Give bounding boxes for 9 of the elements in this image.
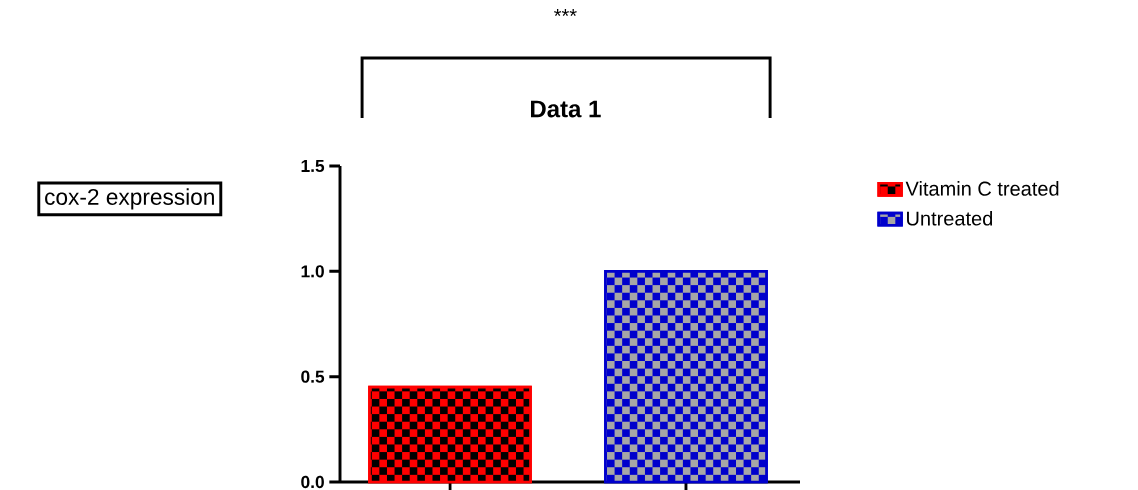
chart-title: Data 1 [531, 100, 601, 118]
legend-label: Untreated [907, 210, 993, 226]
y-tick-label: 1.0 [301, 265, 324, 278]
y-tick-label: 0.0 [301, 475, 324, 489]
y-axis-title: cox-2 expression [45, 188, 214, 210]
text: *** [554, 9, 577, 17]
y-tick-label: 1.5 [301, 159, 325, 173]
legend-label: Vitamin C treated [905, 181, 1059, 196]
y-tick-label: 0.5 [301, 370, 325, 383]
